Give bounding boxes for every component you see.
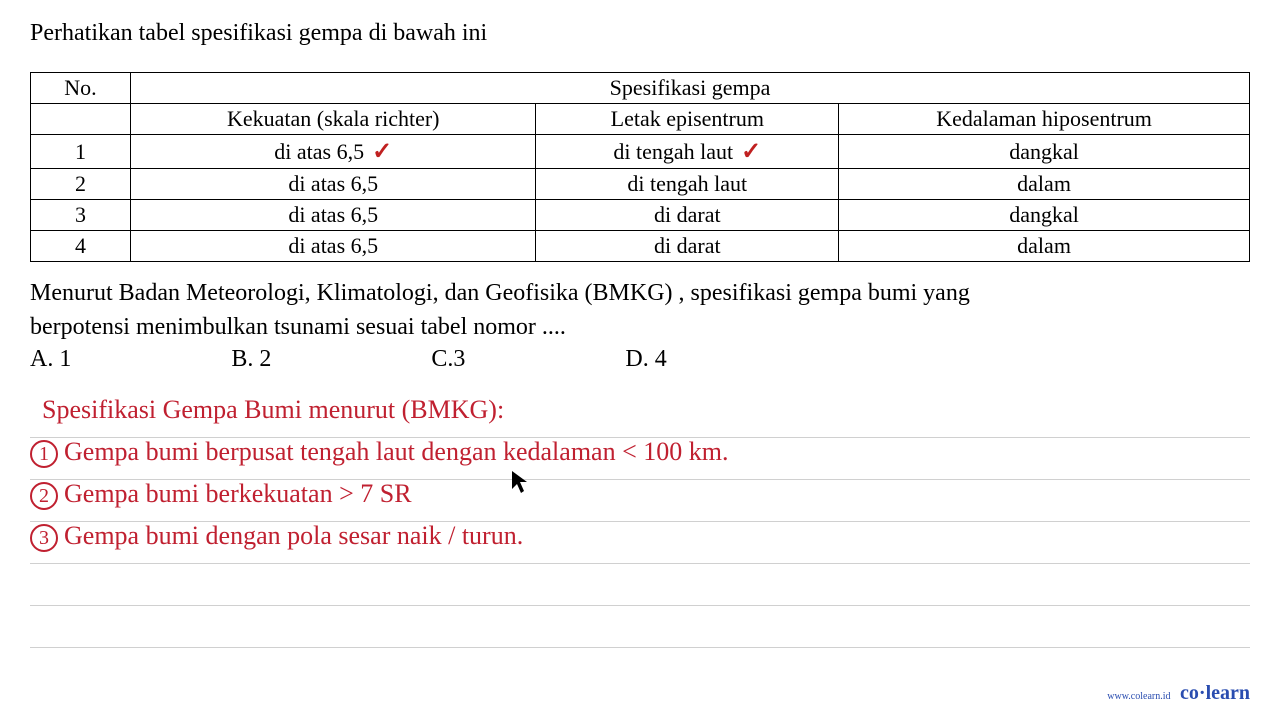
handwriting-number-3: 3 [30,524,58,552]
cell-kedalaman: dangkal [839,200,1250,231]
cell-no: 4 [31,231,131,262]
options-row: A. 1 B. 2 C.3 D. 4 [30,346,1250,373]
subheader-kedalaman: Kedalaman hiposentrum [839,104,1250,135]
cell-letak: di darat [536,200,839,231]
handwriting-number-1: 1 [30,440,58,468]
cursor-arrow-icon [510,469,530,501]
cell-kedalaman: dalam [839,231,1250,262]
handwriting-number-2: 2 [30,482,58,510]
page-title: Perhatikan tabel spesifikasi gempa di ba… [30,20,1250,47]
table-header-row-2: Kekuatan (skala richter) Letak episentru… [31,104,1250,135]
cell-no: 2 [31,169,131,200]
table-header-row-1: No. Spesifikasi gempa [31,73,1250,104]
table-row: 3 di atas 6,5 di darat dangkal [31,200,1250,231]
cell-no: 3 [31,200,131,231]
option-a: A. 1 [30,346,71,373]
brand-logo: co·learn [1180,682,1250,704]
table-row: 2 di atas 6,5 di tengah laut dalam [31,169,1250,200]
spec-table: No. Spesifikasi gempa Kekuatan (skala ri… [30,72,1250,262]
handwriting-line-1: Spesifikasi Gempa Bumi menurut (BMKG): [42,395,504,425]
cell-letak: di tengah laut✓ [536,135,839,169]
cell-kekuatan: di atas 6,5 [131,231,536,262]
table-row: 1 di atas 6,5✓ di tengah laut✓ dangkal [31,135,1250,169]
option-b: B. 2 [231,346,271,373]
cell-letak: di darat [536,231,839,262]
question-line-1: Menurut Badan Meteorologi, Klimatologi, … [30,277,1250,309]
header-no: No. [31,73,131,104]
cell-kedalaman: dangkal [839,135,1250,169]
question-line-2: berpotensi menimbulkan tsunami sesuai ta… [30,311,1250,343]
header-empty [31,104,131,135]
option-c: C.3 [431,346,465,373]
handwriting-area: Spesifikasi Gempa Bumi menurut (BMKG): 1… [30,391,1250,648]
check-icon: ✓ [372,137,392,166]
handwriting-line-4: 3Gempa bumi dengan pola sesar naik / tur… [30,521,523,552]
handwriting-line-3: 2Gempa bumi berkekuatan > 7 SR [30,479,412,510]
cell-kekuatan: di atas 6,5 [131,169,536,200]
rule-line [30,606,1250,648]
cell-no: 1 [31,135,131,169]
cell-letak: di tengah laut [536,169,839,200]
table-row: 4 di atas 6,5 di darat dalam [31,231,1250,262]
footer-brand: www.colearn.id co·learn [1107,682,1250,705]
handwriting-line-2: 1Gempa bumi berpusat tengah laut dengan … [30,437,728,468]
cell-kedalaman: dalam [839,169,1250,200]
subheader-letak: Letak episentrum [536,104,839,135]
cell-kekuatan: di atas 6,5 [131,200,536,231]
option-d: D. 4 [625,346,666,373]
footer-url: www.colearn.id [1107,691,1170,702]
header-spec: Spesifikasi gempa [131,73,1250,104]
cell-kekuatan: di atas 6,5✓ [131,135,536,169]
check-icon: ✓ [741,137,761,166]
subheader-kekuatan: Kekuatan (skala richter) [131,104,536,135]
rule-line [30,564,1250,606]
